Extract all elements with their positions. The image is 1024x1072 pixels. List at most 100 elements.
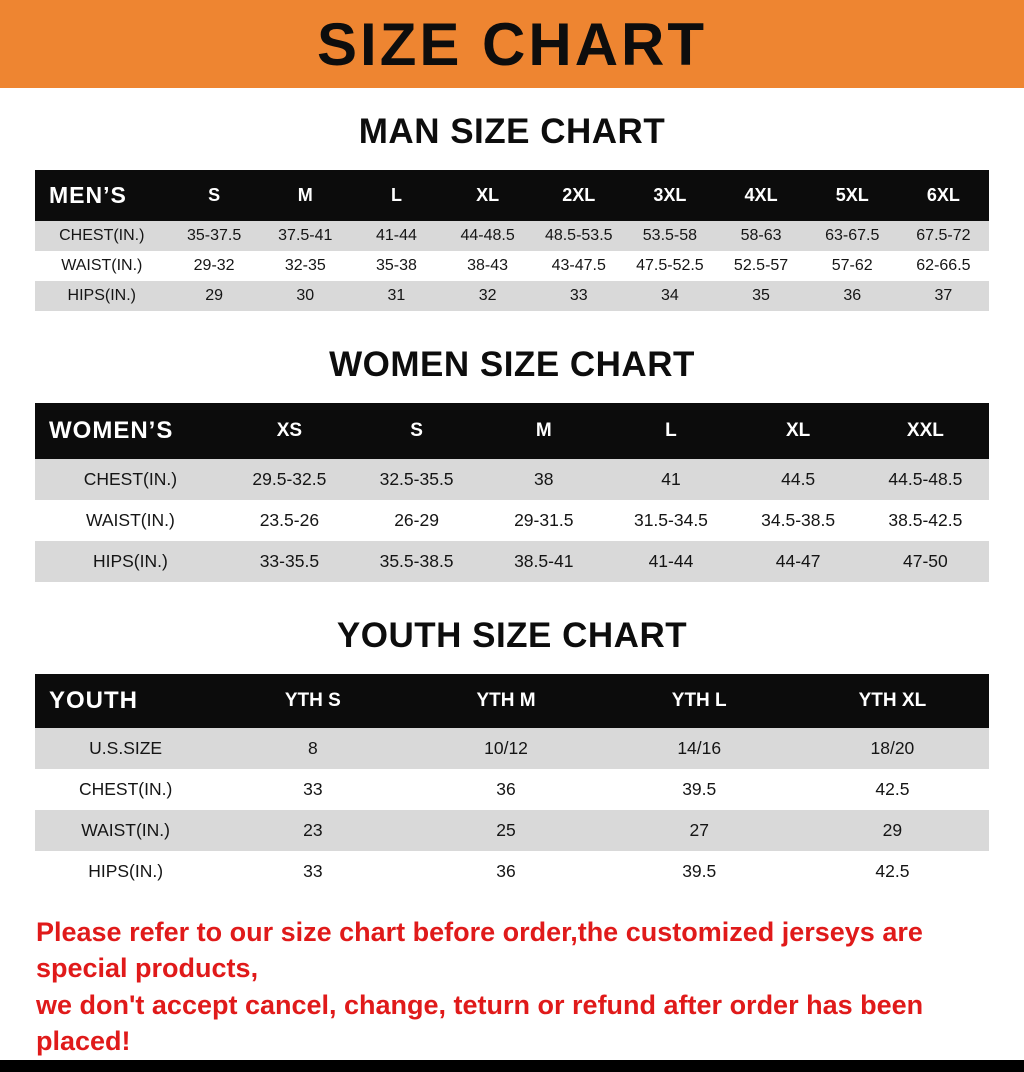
value-cell: 23.5-26 [259, 510, 320, 530]
value-cell: 41 [661, 469, 681, 489]
column-header-cell: 3XL [624, 170, 716, 221]
table-row: WAIST(IN.) 23.5-26 26-29 29-31.5 31.5-34.5 34… [35, 500, 989, 541]
value-cell: 39.5 [682, 861, 717, 881]
value-cell: 29-32 [193, 257, 235, 274]
value-cell: 53.5-58 [642, 227, 698, 244]
value-cell: 58-63 [740, 227, 782, 244]
column-header-cell: XXL [861, 403, 989, 459]
column-header-cell: YTH M [409, 674, 603, 728]
table-label-cell: WOMEN’S [35, 403, 226, 459]
value-cell: 35-38 [375, 257, 417, 274]
column-header-cell: XL [734, 403, 862, 459]
row-label-cell: HIPS(IN.) [92, 551, 168, 571]
table-row: HIPS(IN.) 29 30 31 32 33 34 35 36 37 [35, 281, 989, 311]
value-cell: 39.5 [682, 779, 717, 799]
women-size-table: WOMEN’S XS S M L XL XXL CHEST(IN.) 29.5-32.5 32.5… [35, 403, 989, 582]
row-label-cell: HIPS(IN.) [88, 861, 164, 881]
value-cell: 36 [496, 861, 516, 881]
row-label-cell: WAIST(IN.) [81, 820, 171, 840]
value-cell: 44.5-48.5 [888, 469, 963, 489]
value-cell: 33 [569, 287, 588, 304]
table-row: HIPS(IN.) 33-35.5 35.5-38.5 38.5-41 41-44 44-… [35, 541, 989, 582]
row-label-cell: CHEST(IN.) [59, 227, 145, 244]
value-cell: 32-35 [284, 257, 326, 274]
value-cell: 48.5-53.5 [544, 227, 613, 244]
value-cell: 31 [387, 287, 406, 304]
value-cell: 44-48.5 [460, 227, 515, 244]
value-cell: 32.5-35.5 [379, 469, 454, 489]
column-header-cell: YTH XL [795, 674, 989, 728]
value-cell: 29.5-32.5 [252, 469, 327, 489]
value-cell: 38 [534, 469, 554, 489]
column-header-cell: M [259, 170, 351, 221]
value-cell: 47-50 [902, 551, 948, 571]
value-cell: 29-31.5 [514, 510, 574, 530]
value-cell: 67.5-72 [916, 227, 971, 244]
column-header-cell: L [350, 170, 443, 221]
value-cell: 44-47 [775, 551, 821, 571]
column-header-cell: L [607, 403, 735, 459]
men-section-heading: MAN SIZE CHART [358, 112, 666, 151]
value-cell: 30 [296, 287, 315, 304]
table-row: WAIST(IN.) 23 25 27 29 [35, 810, 989, 851]
value-cell: 33-35.5 [259, 551, 320, 571]
table-row: CHEST(IN.) 29.5-32.5 32.5-35.5 38 41 44.5 44.5… [35, 459, 989, 500]
column-header-cell: S [352, 403, 481, 459]
table-label-cell: YOUTH [35, 674, 217, 728]
column-header-cell: YTH L [602, 674, 796, 728]
value-cell: 23 [303, 820, 323, 840]
value-cell: 42.5 [875, 779, 910, 799]
youth-section-heading: YOUTH SIZE CHART [336, 616, 688, 655]
value-cell: 38.5-42.5 [888, 510, 963, 530]
value-cell: 25 [496, 820, 516, 840]
footer-note-line1: Please refer to our size chart before or… [36, 917, 923, 984]
value-cell: 10/12 [484, 738, 528, 758]
table-row: CHEST(IN.) 35-37.5 37.5-41 41-44 44-48.5 48.5… [35, 221, 989, 251]
value-cell: 31.5-34.5 [633, 510, 708, 530]
page-title: SIZE CHART [317, 10, 707, 78]
men-section: MAN SIZE CHART MEN’S S M L XL 2XL 3XL 4XL 5XL 6XL… [0, 88, 1024, 311]
table-header-row: YOUTH YTH S YTH M YTH L YTH XL [35, 674, 989, 728]
value-cell: 34.5-38.5 [761, 510, 836, 530]
row-label-cell: CHEST(IN.) [78, 779, 173, 799]
men-size-table-wrap: MEN’S S M L XL 2XL 3XL 4XL 5XL 6XL CHEST(IN.) 35-37… [35, 170, 989, 311]
row-label-cell: CHEST(IN.) [83, 469, 178, 489]
row-label-cell: WAIST(IN.) [86, 510, 175, 530]
value-cell: 27 [689, 820, 709, 840]
value-cell: 33 [303, 861, 323, 881]
value-cell: 41-44 [648, 551, 694, 571]
value-cell: 52.5-57 [733, 257, 789, 274]
value-cell: 37.5-41 [278, 227, 333, 244]
value-cell: 63-67.5 [825, 227, 880, 244]
row-label-cell: HIPS(IN.) [67, 287, 136, 304]
column-header-cell: 5XL [806, 170, 898, 221]
women-section-heading: WOMEN SIZE CHART [329, 345, 695, 384]
women-size-table-wrap: WOMEN’S XS S M L XL XXL CHEST(IN.) 29.5-32.5 32.5… [35, 403, 989, 582]
value-cell: 36 [843, 287, 862, 304]
youth-size-table-wrap: YOUTH YTH S YTH M YTH L YTH XL U.S.SIZE 8 10/12… [35, 674, 989, 892]
column-header-cell: YTH S [216, 674, 410, 728]
youth-section: YOUTH SIZE CHART YOUTH YTH S YTH M YTH L YTH… [0, 582, 1024, 892]
row-label-cell: U.S.SIZE [89, 738, 163, 758]
size-chart-banner: SIZE CHART [0, 0, 1024, 88]
column-header-cell: XL [442, 170, 534, 221]
column-header-cell: 6XL [897, 170, 989, 221]
value-cell: 57-62 [831, 257, 873, 274]
value-cell: 34 [661, 287, 679, 304]
value-cell: 62-66.5 [916, 257, 971, 274]
value-cell: 38-43 [467, 257, 509, 274]
table-row: HIPS(IN.) 33 36 39.5 42.5 [35, 851, 989, 892]
table-header-row: WOMEN’S XS S M L XL XXL [35, 403, 989, 459]
value-cell: 18/20 [870, 738, 915, 758]
column-header-cell: M [480, 403, 608, 459]
value-cell: 35-37.5 [186, 227, 242, 244]
table-header-row: MEN’S S M L XL 2XL 3XL 4XL 5XL 6XL [35, 170, 989, 221]
value-cell: 43-47.5 [551, 257, 606, 274]
value-cell: 29 [205, 287, 224, 304]
column-header-cell: 2XL [533, 170, 625, 221]
value-cell: 47.5-52.5 [636, 257, 704, 274]
value-cell: 37 [934, 287, 953, 304]
column-header-cell: XS [225, 403, 353, 459]
value-cell: 26-29 [394, 510, 439, 530]
